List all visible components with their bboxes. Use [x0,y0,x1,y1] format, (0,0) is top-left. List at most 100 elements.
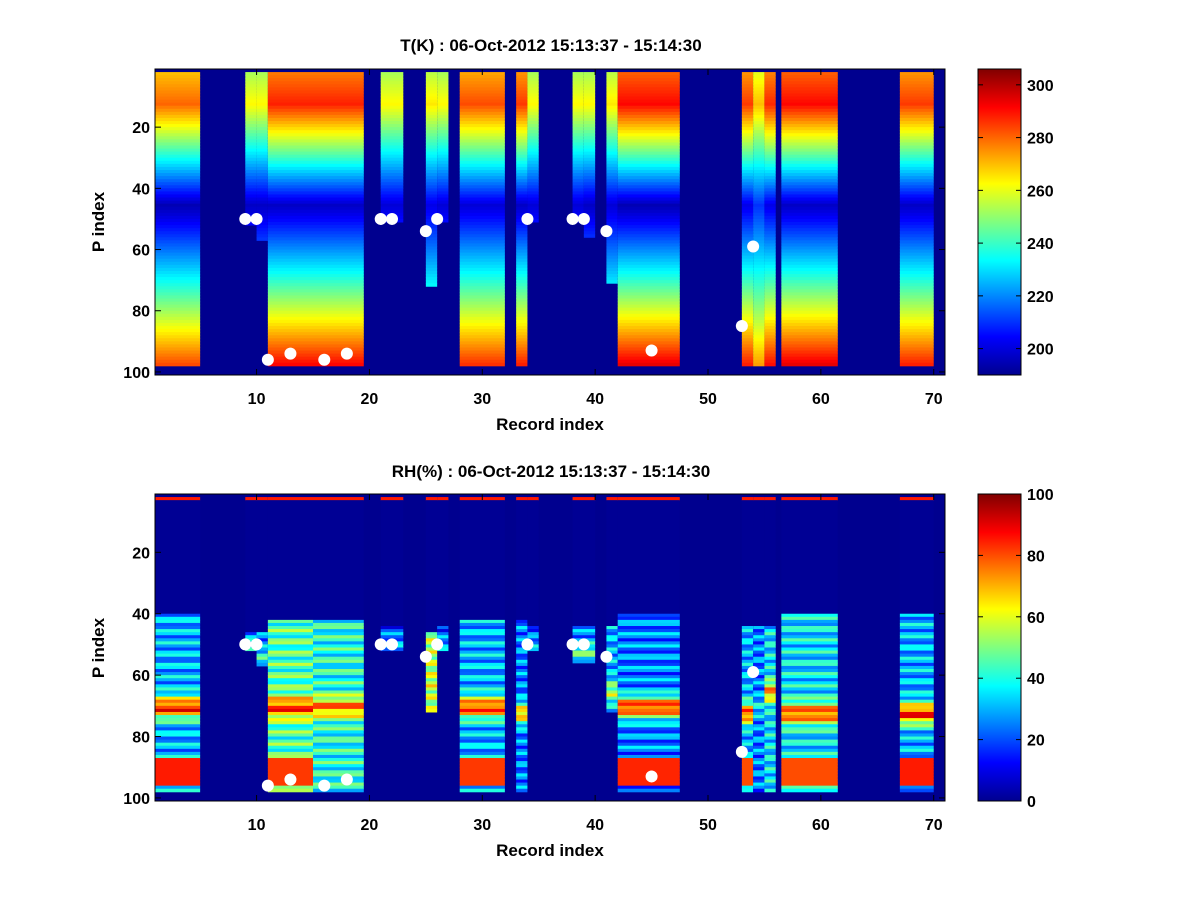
heat-cell [516,497,528,501]
heat-cell [753,353,765,358]
heat-cell [425,108,438,113]
heat-cell [313,742,364,747]
heat-cell [516,356,528,361]
profile-column [267,72,313,367]
heat-cell [781,687,838,691]
heat-cell [313,301,364,306]
heat-cell [256,579,268,584]
heat-cell [753,583,765,587]
heat-cell [764,647,776,652]
y-tick-label: 80 [132,304,150,321]
heat-cell [267,329,313,333]
heat-cell [267,632,313,636]
heat-cell [380,108,392,113]
heat-cell [527,191,539,195]
heat-cell [617,604,680,609]
heat-cell [245,500,257,504]
heat-cell [741,638,754,642]
heat-cell [245,197,257,202]
heat-cell [256,500,268,504]
heat-cell [753,543,765,547]
heat-cell [606,681,618,685]
heat-cell [753,616,765,621]
heat-cell [606,552,618,556]
heat-cell [459,727,505,731]
heat-cell [425,515,438,520]
heat-cell [516,721,528,725]
heat-cell [256,524,268,529]
heat-cell [899,530,934,535]
heat-cell [155,687,201,691]
heat-cell [256,540,268,544]
heat-cell [459,564,505,569]
heat-cell [425,130,438,134]
heat-cell [313,124,364,128]
heat-cell [256,570,268,575]
heat-cell [313,693,364,698]
heat-cell [764,283,776,287]
heat-cell [256,72,268,76]
heat-cell [256,533,268,538]
heat-cell [617,662,680,667]
heat-cell [583,148,596,153]
heat-cell [527,540,539,544]
heat-cell [155,549,201,553]
heat-cell [313,316,364,321]
heat-cell [155,564,201,569]
heat-cell [256,136,268,140]
heat-cell [899,298,934,303]
heat-cell [899,117,934,122]
heat-cell [437,194,449,199]
heat-cell [437,169,449,174]
heat-cell [425,681,438,685]
heat-cell [583,157,596,162]
heat-cell [781,518,838,523]
heat-cell [313,127,364,131]
heat-cell [781,641,838,645]
heat-cell [781,301,838,306]
heat-cell [155,322,201,327]
heat-cell [380,176,392,180]
heat-cell [516,188,528,192]
heat-cell [764,322,776,327]
heat-cell [764,687,776,691]
heat-cell [459,96,505,101]
heat-cell [572,503,596,507]
heat-cell [606,662,618,667]
x-tick-label: 20 [361,817,379,834]
heat-cell [764,705,776,710]
heat-cell [267,322,313,327]
heat-cell [313,176,364,180]
heat-cell [606,497,618,501]
heat-cell [267,613,313,618]
profile-column [516,497,528,793]
heat-cell [764,185,776,189]
heat-cell [516,543,528,547]
heat-cell [527,524,539,529]
heat-cell [572,635,596,639]
heat-cell [527,117,539,122]
heat-cell [617,672,680,676]
heat-cell [380,503,404,507]
heat-cell [392,105,404,110]
heat-cell [899,521,934,526]
heat-cell [256,561,268,566]
heat-cell [617,509,680,513]
heat-cell [437,212,449,217]
heat-cell [741,564,754,569]
heat-cell [753,261,765,266]
heat-cell [753,506,765,510]
heat-cell [437,567,449,572]
heat-cell [256,518,268,523]
heat-cell [155,252,201,257]
heat-cell [516,579,528,584]
heat-cell [267,573,313,578]
heat-cell [459,322,505,327]
heat-cell [617,540,680,544]
heat-cell [764,579,776,584]
heat-cell [425,576,438,581]
heat-cell [572,570,596,575]
profile-column [781,497,838,793]
heat-cell [380,166,392,171]
heat-cell [741,696,754,701]
